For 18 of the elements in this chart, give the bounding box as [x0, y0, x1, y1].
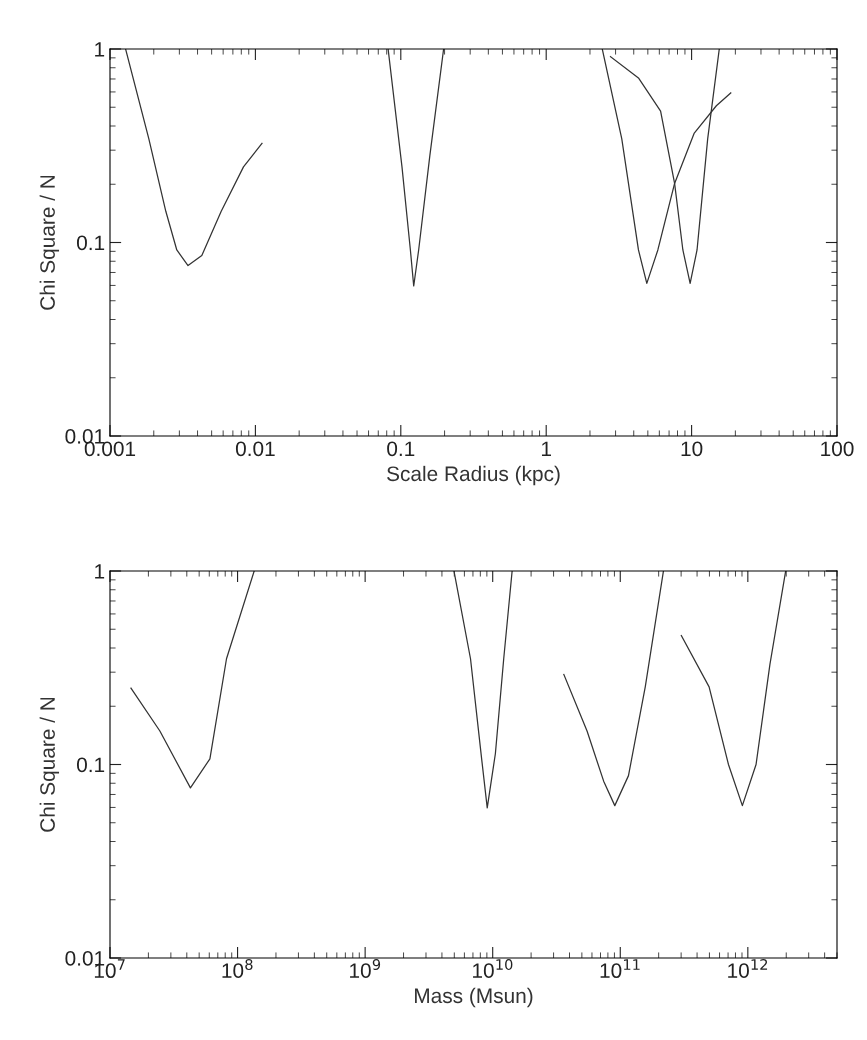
x-tick-label: 100 — [821, 441, 854, 457]
x-tick-label: 10$^{11}$ — [600, 959, 640, 979]
x-axis-title: Scale Radius (kpc) — [387, 465, 560, 486]
x-tick-label: 10$^{10}$ — [473, 959, 513, 978]
x-tick-label: 10$^{9}$ — [350, 959, 381, 978]
x-tick-label: 10$^{12}$ — [728, 959, 768, 978]
x-tick-label: 1 — [542, 441, 551, 456]
x-tick-label: 0.01 — [235, 441, 275, 457]
y-tick-label: 1 — [95, 564, 105, 579]
y-axis-title: Chi Square / N — [39, 697, 60, 832]
y-tick-label: 1 — [95, 42, 105, 57]
y-tick-label: 0.1 — [76, 757, 105, 773]
x-tick-label: 0.1 — [387, 441, 415, 457]
y-tick-label: 0.1 — [76, 235, 105, 251]
y-axis-title: Chi Square / N — [39, 175, 60, 310]
x-tick-label: 10$^{8}$ — [222, 959, 253, 978]
x-axis-title: Mass (Msun) — [415, 987, 533, 1008]
x-tick-label: 10 — [681, 441, 703, 457]
